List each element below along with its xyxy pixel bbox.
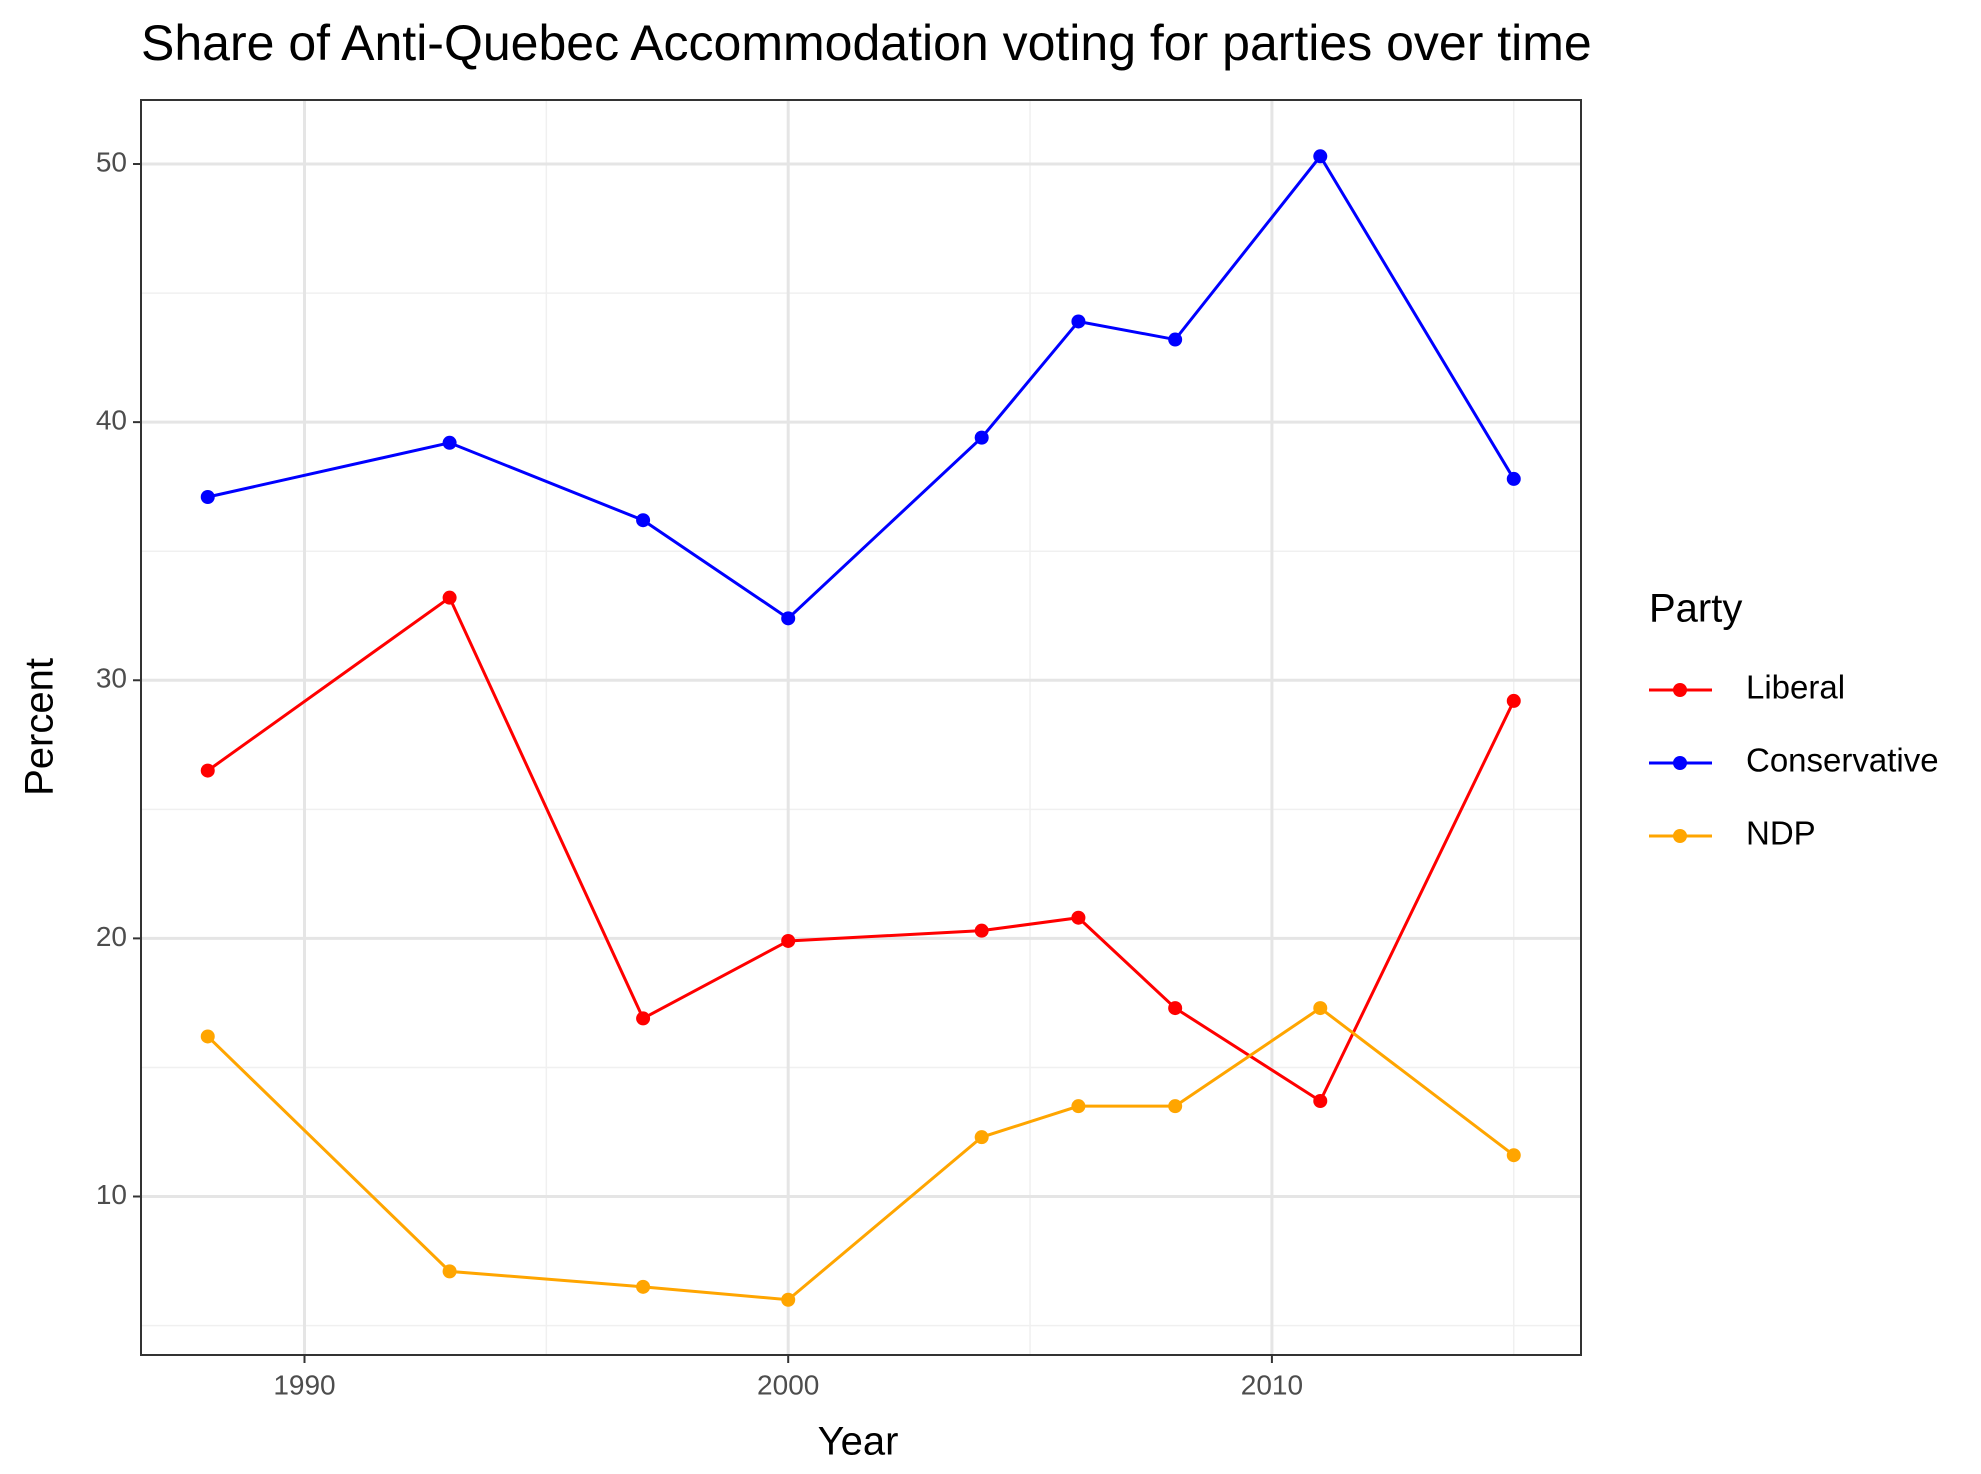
point [974, 923, 989, 938]
legend-key [1673, 756, 1687, 770]
chart-title: Share of Anti-Quebec Accommodation votin… [141, 15, 1592, 71]
point [636, 513, 651, 528]
legend-key [1673, 683, 1687, 697]
y-axis-title: Percent [18, 658, 62, 796]
legend-label: Conservative [1746, 742, 1939, 779]
legend-label: NDP [1746, 815, 1816, 852]
point [781, 611, 796, 626]
point [1168, 332, 1183, 347]
point [1168, 1099, 1183, 1114]
series-line [206, 1006, 1515, 1302]
point [781, 1292, 796, 1307]
x-tick-label: 2000 [757, 1369, 819, 1400]
legend-label: Liberal [1746, 669, 1845, 706]
point [442, 1264, 457, 1279]
y-tick-label: 10 [96, 1179, 127, 1210]
y-tick-label: 30 [96, 663, 127, 694]
y-tick-label: 50 [96, 146, 127, 177]
point [442, 590, 457, 605]
plot-border [140, 99, 1582, 1356]
y-tick-label: 40 [96, 405, 127, 436]
point [1506, 1148, 1521, 1163]
legend-title: Party [1649, 587, 1742, 631]
legend-key [1673, 829, 1687, 843]
y-tick-label: 20 [96, 921, 127, 952]
x-axis-title: Year [818, 1420, 899, 1464]
point [974, 430, 989, 445]
series-line [207, 153, 1516, 621]
series-line [206, 595, 1516, 1104]
point [200, 489, 215, 504]
point [1313, 149, 1328, 164]
x-tick-label: 1990 [273, 1369, 335, 1400]
point [442, 435, 457, 450]
point [636, 1279, 651, 1294]
point [1071, 1099, 1086, 1114]
point [1071, 314, 1086, 329]
point [1313, 1094, 1328, 1109]
point [1506, 471, 1521, 486]
point [200, 763, 215, 778]
point [200, 1029, 215, 1044]
point [1506, 693, 1521, 708]
point [1313, 1001, 1328, 1016]
point [1071, 910, 1086, 925]
point [974, 1130, 989, 1145]
point [636, 1011, 651, 1026]
x-tick-label: 2010 [1241, 1369, 1303, 1400]
point [1168, 1001, 1183, 1016]
point [781, 933, 796, 948]
